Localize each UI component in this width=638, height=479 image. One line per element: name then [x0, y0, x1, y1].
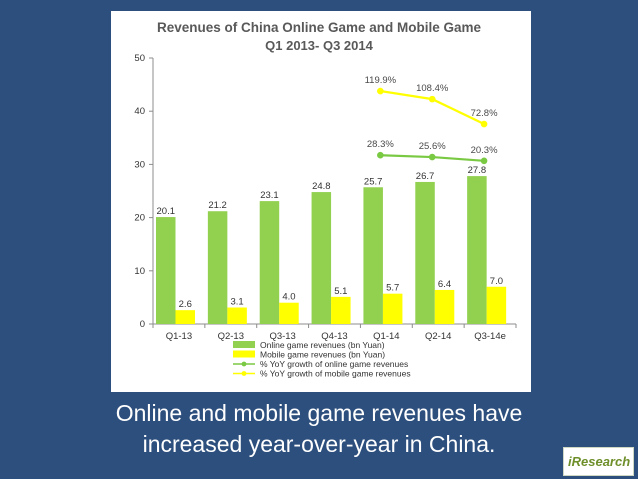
mobile-growth-point [428, 95, 436, 103]
online-revenue-label: 26.7 [416, 171, 435, 182]
mobile-revenue-label: 6.4 [438, 279, 451, 290]
mobile-growth-label: 108.4% [416, 83, 449, 94]
legend-swatch [233, 341, 255, 348]
online-revenue-bar [415, 181, 435, 324]
y-tick-label: 10 [134, 266, 145, 277]
legend-label: Online game revenues (bn Yuan) [260, 340, 385, 350]
online-revenue-bar [311, 192, 332, 324]
y-tick-label: 0 [140, 319, 145, 330]
mobile-revenue-bar [382, 293, 403, 324]
online-revenue-bar [467, 176, 487, 324]
online-growth-point [480, 157, 488, 165]
online-revenue-label: 27.8 [468, 165, 487, 176]
legend-label: Mobile game revenues (bn Yuan) [260, 350, 385, 360]
online-revenue-bar [363, 187, 383, 324]
mobile-revenue-bar [279, 302, 299, 324]
online-revenue-label: 23.1 [260, 190, 279, 201]
mobile-revenue-bar [331, 296, 351, 324]
revenue-chart: Revenues of China Online Game and Mobile… [134, 20, 517, 379]
online-growth-point [377, 151, 384, 159]
mobile-revenue-bar [227, 307, 247, 324]
online-revenue-label: 20.1 [157, 206, 176, 217]
caption-line-1: Online and mobile game revenues have [115, 400, 523, 426]
mobile-growth-point [480, 120, 488, 128]
x-tick-label: Q1-13 [166, 331, 192, 342]
mobile-growth-label: 72.8% [471, 108, 498, 119]
mobile-revenue-bar [434, 289, 455, 324]
mobile-revenue-bar [175, 310, 195, 324]
bars-layer: 20.1 21.2 23.1 24.8 25.7 26.7 27.8 2.6 3.1 4.0 5.1… [156, 165, 507, 324]
legend-marker [241, 371, 247, 376]
legend: Online game revenues (bn Yuan)Mobile gam… [233, 340, 411, 379]
mobile-revenue-label: 2.6 [179, 299, 192, 310]
mobile-revenue-label: 3.1 [230, 297, 243, 308]
slide-caption: Online and mobile game revenues have inc… [20, 398, 618, 460]
x-tick-label: Q2-13 [218, 331, 244, 342]
chart-panel: Revenues of China Online Game and Mobile… [111, 11, 531, 392]
chart-title: Revenues of China Online Game and Mobile… [157, 20, 482, 35]
growth-lines-layer: 28.3% 25.6% 20.3% 119.9% 108.4% 72.8% [365, 75, 498, 165]
mobile-growth-label: 119.9% [365, 75, 397, 86]
mobile-revenue-label: 5.7 [386, 283, 399, 294]
x-tick-label: Q3-14e [474, 331, 506, 342]
online-revenue-label: 21.2 [208, 200, 227, 211]
online-revenue-label: 25.7 [364, 176, 383, 187]
chart-subtitle: Q1 2013- Q3 2014 [265, 38, 373, 53]
mobile-revenue-bar [486, 286, 507, 324]
legend-label: % YoY growth of online game revenues [260, 359, 408, 369]
x-tick-label: Q1-14 [373, 331, 399, 342]
iresearch-logo: iResearch [563, 447, 634, 476]
caption-line-2: increased year-over-year in China. [142, 431, 496, 457]
online-growth-point [428, 153, 436, 161]
online-growth-label: 25.6% [419, 141, 446, 152]
y-tick-label: 20 [134, 213, 145, 224]
legend-swatch [233, 350, 255, 358]
mobile-revenue-label: 5.1 [334, 286, 347, 297]
online-revenue-bar [156, 217, 176, 324]
online-growth-label: 20.3% [471, 145, 498, 156]
mobile-growth-point [377, 87, 384, 95]
y-tick-label: 40 [134, 106, 145, 117]
legend-marker [241, 361, 247, 367]
mobile-revenue-label: 4.0 [282, 292, 295, 303]
online-revenue-bar [207, 211, 228, 324]
x-tick-label: Q4-13 [321, 331, 347, 342]
legend-label: % YoY growth of mobile game revenues [260, 369, 411, 379]
x-tick-label: Q3-13 [269, 331, 295, 342]
online-revenue-bar [259, 201, 280, 324]
online-revenue-label: 24.8 [312, 181, 331, 192]
mobile-revenue-label: 7.0 [490, 276, 503, 287]
y-tick-label: 30 [134, 159, 145, 170]
y-tick-label: 50 [134, 53, 145, 64]
x-tick-label: Q2-14 [425, 331, 451, 342]
online-growth-label: 28.3% [367, 139, 394, 150]
